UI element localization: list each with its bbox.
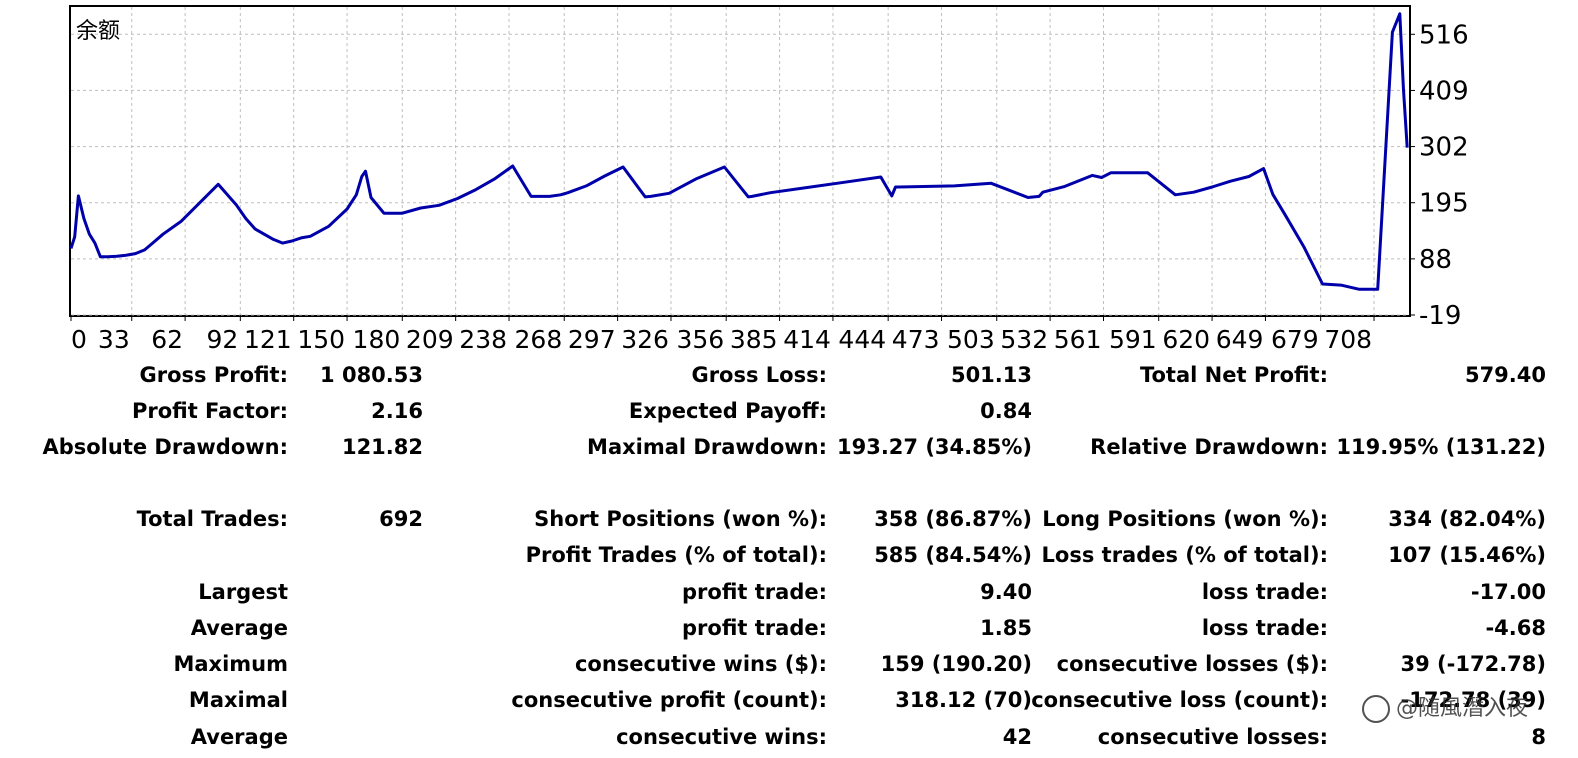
x-tick-label: 150	[297, 325, 345, 354]
profit-factor-label: Profit Factor:	[131, 399, 288, 423]
x-tick-label: 385	[730, 325, 778, 354]
maximal-label: Maximal	[188, 688, 288, 712]
x-tick-label: 209	[406, 325, 454, 354]
relative-drawdown-label: Relative Drawdown:	[1090, 435, 1328, 459]
x-tick-label: 532	[1000, 325, 1048, 354]
maximal-drawdown-value: 193.27 (34.85%)	[836, 435, 1032, 459]
loss-trades-value: 107 (15.46%)	[1388, 543, 1546, 567]
weibo-icon	[1362, 695, 1390, 723]
short-positions-value: 358 (86.87%)	[874, 507, 1032, 531]
total-trades-value: 692	[379, 507, 423, 531]
maximal-consec-profit-value: 318.12 (70)	[895, 688, 1032, 712]
x-tick-label: 473	[892, 325, 940, 354]
x-tick-label: 238	[459, 325, 507, 354]
largest-label: Largest	[198, 580, 288, 604]
largest-loss-value: -17.00	[1470, 580, 1546, 604]
max-consec-wins-value: 159 (190.20)	[880, 652, 1032, 676]
avg-consec-losses-value: 8	[1531, 725, 1546, 749]
maximal-drawdown-label: Maximal Drawdown:	[587, 435, 827, 459]
long-positions-value: 334 (82.04%)	[1388, 507, 1546, 531]
absolute-drawdown-label: Absolute Drawdown:	[42, 435, 288, 459]
gross-profit-value: 1 080.53	[320, 363, 423, 387]
total-net-profit-value: 579.40	[1464, 363, 1546, 387]
x-tick-label: 268	[515, 325, 563, 354]
x-tick-label: 561	[1054, 325, 1102, 354]
average-loss-value: -4.68	[1485, 616, 1546, 640]
x-tick-label: 444	[838, 325, 886, 354]
watermark-text: @随風潛入夜	[1396, 696, 1529, 721]
x-tick-label: 297	[568, 325, 616, 354]
y-tick-label: 516	[1419, 20, 1469, 50]
short-positions-label: Short Positions (won %):	[534, 507, 827, 531]
avg-consec-losses-label: consecutive losses:	[1097, 725, 1328, 749]
gross-loss-value: 501.13	[950, 363, 1032, 387]
relative-drawdown-value: 119.95% (131.22)	[1336, 435, 1546, 459]
x-tick-label: 0	[71, 325, 87, 354]
maximum-label: Maximum	[173, 652, 288, 676]
y-tick-label: -19	[1419, 301, 1461, 331]
x-tick-label: 356	[676, 325, 724, 354]
balance-chart: 余额 516 409 302 195 88 -19 0 33 62 92 121 150 180 209…	[69, 5, 1469, 354]
largest-profit-label: profit trade:	[682, 580, 827, 604]
x-tick-label: 180	[353, 325, 401, 354]
x-tick-label: 649	[1216, 325, 1264, 354]
loss-trades-label: Loss trades (% of total):	[1041, 543, 1328, 567]
total-trades-label: Total Trades:	[136, 507, 288, 531]
absolute-drawdown-value: 121.82	[341, 435, 423, 459]
average2-label: Average	[190, 725, 288, 749]
profit-trades-value: 585 (84.54%)	[874, 543, 1032, 567]
y-tick-label: 302	[1419, 133, 1469, 163]
balance-series-line	[69, 12, 1409, 291]
x-tick-label: 92	[207, 325, 239, 354]
x-tick-label: 121	[244, 325, 292, 354]
largest-loss-label: loss trade:	[1201, 580, 1328, 604]
watermark: @随風潛入夜	[1362, 690, 1528, 723]
total-net-profit-label: Total Net Profit:	[1139, 363, 1328, 387]
gross-loss-label: Gross Loss:	[691, 363, 827, 387]
y-tick-label: 88	[1419, 245, 1452, 275]
gross-profit-label: Gross Profit:	[139, 363, 288, 387]
y-tick-label: 409	[1419, 76, 1469, 106]
x-axis-ticks: 0 33 62 92 121 150 180 209 238 268 297 326 356 385 414…	[70, 315, 1375, 354]
x-tick-label: 591	[1109, 325, 1157, 354]
maximal-consec-loss-label: consecutive loss (count):	[1031, 688, 1328, 712]
max-consec-losses-value: 39 (-172.78)	[1400, 652, 1546, 676]
x-tick-label: 620	[1162, 325, 1210, 354]
maximal-consec-profit-label: consecutive profit (count):	[511, 688, 827, 712]
x-tick-label: 62	[151, 325, 183, 354]
x-tick-label: 414	[783, 325, 831, 354]
long-positions-label: Long Positions (won %):	[1042, 507, 1328, 531]
y-tick-label: 195	[1419, 189, 1469, 219]
avg-consec-wins-value: 42	[1002, 725, 1032, 749]
max-consec-wins-label: consecutive wins ($):	[574, 652, 827, 676]
maximal-consec-loss-value: -172.78 (39)	[1400, 688, 1546, 712]
average-profit-value: 1.85	[980, 616, 1032, 640]
x-tick-label: 679	[1271, 325, 1319, 354]
x-tick-label: 326	[621, 325, 669, 354]
x-tick-label: 503	[947, 325, 995, 354]
x-tick-label: 33	[98, 325, 130, 354]
profit-trades-label: Profit Trades (% of total):	[525, 543, 827, 567]
avg-consec-wins-label: consecutive wins:	[616, 725, 827, 749]
max-consec-losses-label: consecutive losses ($):	[1056, 652, 1328, 676]
average-loss-label: loss trade:	[1201, 616, 1328, 640]
chart-title: 余额	[76, 19, 120, 44]
expected-payoff-value: 0.84	[980, 399, 1032, 423]
largest-profit-value: 9.40	[980, 580, 1032, 604]
profit-factor-value: 2.16	[371, 399, 423, 423]
average-profit-label: profit trade:	[682, 616, 827, 640]
expected-payoff-label: Expected Payoff:	[628, 399, 827, 423]
average-label: Average	[190, 616, 288, 640]
y-axis-ticks: 516 409 302 195 88 -19	[1409, 20, 1469, 331]
x-tick-label: 708	[1324, 325, 1372, 354]
